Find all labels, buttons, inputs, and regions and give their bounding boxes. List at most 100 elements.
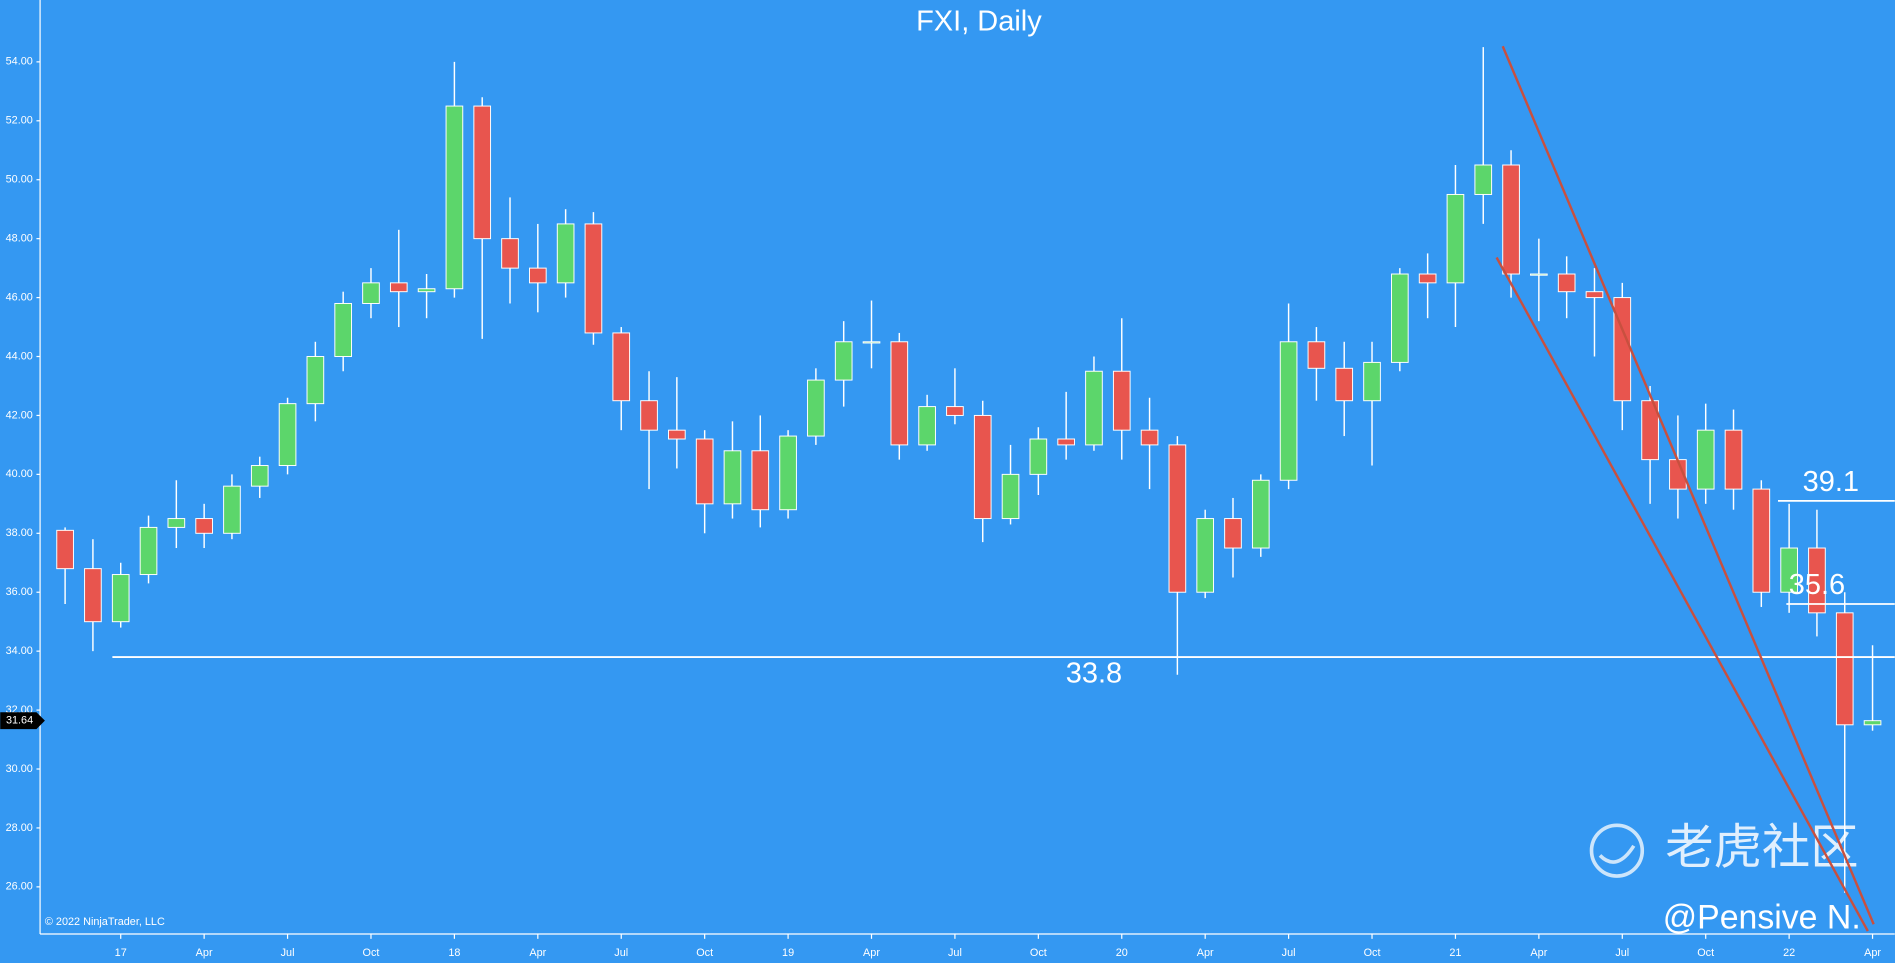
- candle-body: [195, 518, 213, 534]
- candle-body: [723, 450, 742, 505]
- x-tick-label: 19: [782, 947, 794, 959]
- candle-body: [1446, 193, 1465, 284]
- candle-body: [334, 302, 353, 357]
- candle-body: [528, 267, 547, 284]
- x-tick-label: Oct: [1030, 947, 1047, 959]
- level-label: 35.6: [1789, 569, 1845, 601]
- candle-body: [250, 465, 269, 487]
- copyright: © 2022 NinjaTrader, LLC: [45, 916, 165, 928]
- candle-body: [1335, 367, 1354, 402]
- x-tick-label: Apr: [1530, 947, 1547, 959]
- y-tick-label: 36.00: [6, 586, 33, 598]
- candle-body: [111, 574, 130, 623]
- x-tick-label: Jul: [1282, 947, 1296, 959]
- y-tick-label: 48.00: [6, 233, 33, 245]
- candle-body: [167, 518, 186, 528]
- candle-body: [1530, 273, 1548, 276]
- candle-body: [1808, 547, 1826, 614]
- level-label: 33.8: [1066, 657, 1122, 689]
- level-label: 39.1: [1803, 466, 1859, 498]
- candle-body: [1001, 473, 1020, 520]
- candle-body: [1029, 438, 1048, 475]
- y-tick-label: 42.00: [6, 409, 33, 421]
- candle-body: [1557, 273, 1576, 293]
- candle-body: [56, 529, 74, 570]
- candle-body: [1196, 518, 1215, 593]
- candle-body: [640, 400, 658, 431]
- candle-body: [362, 282, 380, 304]
- watermark-logo: [1589, 823, 1645, 878]
- candle-body: [1391, 273, 1409, 363]
- candle-body: [1724, 429, 1743, 490]
- candle-body: [1140, 429, 1159, 446]
- candle-body: [1835, 612, 1854, 726]
- trend-line: [1501, 45, 1875, 925]
- y-tick-label: 34.00: [6, 645, 33, 657]
- chart-title: FXI, Daily: [916, 6, 1042, 38]
- x-tick-label: 22: [1783, 947, 1795, 959]
- candle-body: [807, 379, 825, 437]
- x-tick-label: Jul: [281, 947, 295, 959]
- candle-body: [946, 406, 964, 416]
- x-tick-label: Apr: [196, 947, 213, 959]
- candle-body: [1363, 361, 1381, 402]
- candle-body: [1057, 438, 1075, 446]
- x-tick-label: Oct: [696, 947, 713, 959]
- candle-body: [1224, 518, 1242, 549]
- x-tick-label: 18: [448, 947, 460, 959]
- y-tick-label: 40.00: [6, 468, 33, 480]
- candle-body: [1752, 488, 1771, 593]
- x-tick-label: Oct: [1364, 947, 1381, 959]
- candle-body: [389, 282, 408, 293]
- x-tick-label: Apr: [1197, 947, 1214, 959]
- y-tick-label: 52.00: [6, 115, 33, 127]
- candle-body: [1502, 164, 1520, 275]
- y-tick-label: 46.00: [6, 291, 33, 303]
- candle-body: [556, 223, 575, 284]
- trend-line: [1495, 256, 1869, 932]
- x-tick-label: Apr: [529, 947, 546, 959]
- x-tick-label: Oct: [1697, 947, 1714, 959]
- y-tick-label: 30.00: [6, 763, 33, 775]
- candle-body: [779, 435, 797, 511]
- y-tick-label: 54.00: [6, 56, 33, 68]
- candle-body: [445, 105, 464, 290]
- candle-body: [1085, 370, 1103, 446]
- candle-body: [139, 526, 158, 576]
- candle-body: [612, 332, 631, 402]
- last-price-label: 31.64: [6, 715, 33, 727]
- candle-body: [973, 414, 992, 520]
- x-tick-label: Oct: [363, 947, 380, 959]
- y-tick-label: 44.00: [6, 350, 33, 362]
- author: @Pensive N.: [1663, 898, 1861, 936]
- candle-body: [278, 403, 297, 467]
- candle-body: [584, 223, 603, 334]
- candle-body: [890, 341, 909, 446]
- candle-body: [1863, 720, 1882, 726]
- x-tick-label: Jul: [948, 947, 962, 959]
- x-tick-label: 17: [115, 947, 127, 959]
- candle-body: [1585, 291, 1604, 299]
- y-tick-label: 26.00: [6, 881, 33, 893]
- last-price-marker: [0, 712, 45, 730]
- candle-body: [1641, 400, 1659, 461]
- candle-body: [1168, 444, 1187, 593]
- candle-body: [223, 485, 241, 534]
- candle-body: [417, 288, 436, 293]
- candle-body: [1307, 341, 1326, 369]
- candle-body: [84, 568, 102, 623]
- candle-body: [918, 406, 936, 446]
- x-tick-label: 20: [1116, 947, 1128, 959]
- candle-body: [473, 105, 492, 240]
- candles: [56, 47, 1882, 893]
- candle-body: [1696, 429, 1715, 490]
- x-tick-label: 21: [1449, 947, 1461, 959]
- candle-body: [751, 450, 770, 511]
- candle-body: [668, 429, 686, 440]
- x-tick-label: Jul: [614, 947, 628, 959]
- x-tick-label: Jul: [1615, 947, 1629, 959]
- candle-body: [695, 438, 714, 505]
